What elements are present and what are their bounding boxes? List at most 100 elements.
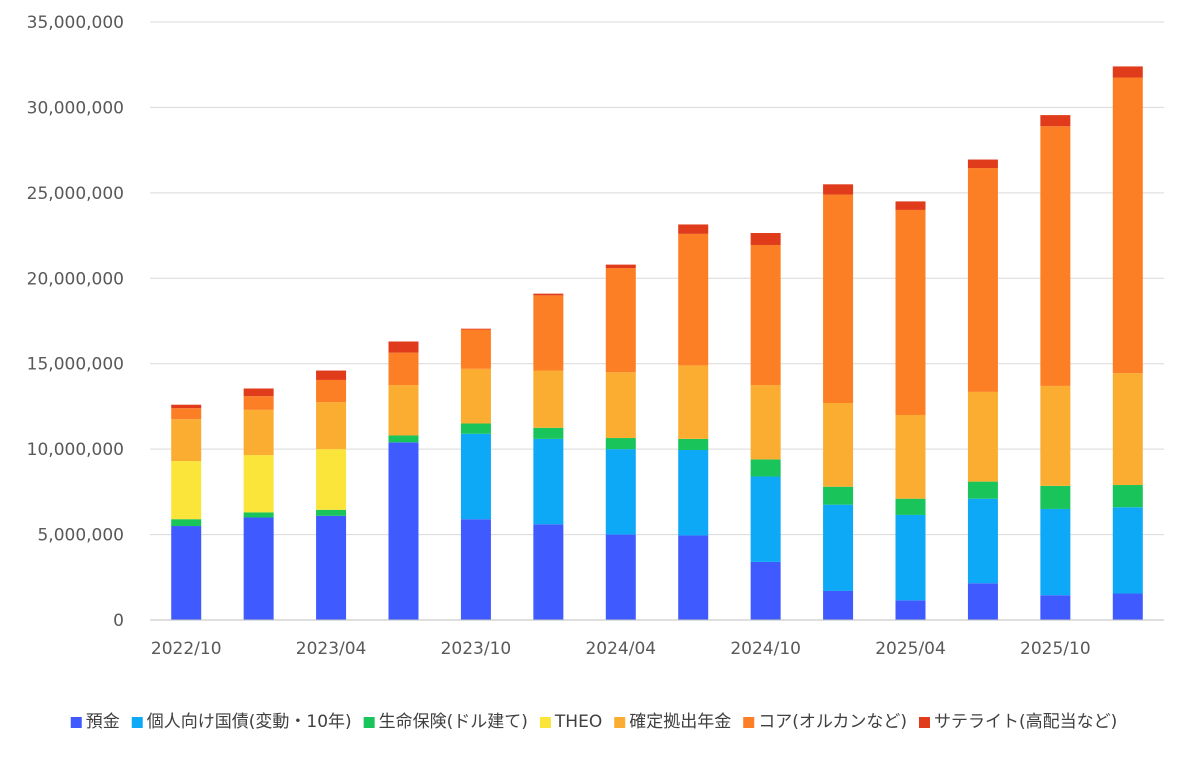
legend-label: 預金	[86, 712, 120, 732]
bar-segment	[967, 159, 998, 169]
legend-item: コア(オルカンなど)	[743, 712, 907, 732]
bar-segment	[823, 590, 854, 620]
bar-segment	[1040, 115, 1071, 127]
bar-segment	[460, 328, 491, 330]
bar-segment	[895, 514, 926, 601]
bar-segment	[895, 414, 926, 499]
bar-segment	[823, 194, 854, 404]
bar-segment	[533, 438, 564, 525]
bar-segment	[750, 233, 781, 245]
bar-segment	[316, 449, 347, 510]
x-tick-label: 2024/10	[730, 639, 801, 659]
bar-segment	[895, 209, 926, 415]
bar-segment	[533, 293, 564, 296]
bar-segment	[750, 459, 781, 477]
legend-label: コア(オルカンなど)	[758, 712, 907, 732]
bar-segment	[605, 268, 636, 373]
gridlines	[150, 21, 1164, 536]
bar-segment	[388, 385, 419, 436]
bar-stack	[605, 264, 636, 620]
legend-label: THEO	[554, 712, 602, 732]
bar-segment	[823, 403, 854, 487]
bar-segment	[460, 519, 491, 620]
legend-item: 確定拠出年金	[614, 712, 731, 732]
legend-item: THEO	[539, 712, 602, 732]
bar-segment	[895, 498, 926, 515]
bar-segment	[171, 461, 202, 520]
bar-segment	[678, 365, 709, 439]
bar-stack	[967, 159, 998, 620]
bar-stack	[316, 370, 347, 620]
x-tick-label: 2025/04	[875, 639, 946, 659]
x-tick-label: 2023/04	[296, 639, 367, 659]
bar-segment	[895, 201, 926, 210]
y-axis-tick-labels: 0 5,000,000 10,000,000 15,000,000 20,000,000…	[27, 13, 124, 631]
legend-item: サテライト(高配当など)	[918, 712, 1117, 732]
legend-label: 個人向け国債(変動・10年)	[147, 712, 352, 732]
bar-segment	[171, 526, 202, 620]
x-tick-label: 2023/10	[441, 639, 512, 659]
bar-segment	[678, 535, 709, 620]
legend-swatch	[363, 717, 375, 728]
bar-segment	[750, 561, 781, 620]
bar-segment	[316, 370, 347, 380]
bar-segment	[605, 264, 636, 269]
bar-segment	[678, 224, 709, 234]
bar-segment	[967, 168, 998, 392]
y-tick-label: 0	[113, 611, 124, 631]
bar-segment	[460, 329, 491, 369]
bar-segment	[823, 486, 854, 505]
bar-segment	[967, 583, 998, 620]
bar-segment	[316, 402, 347, 450]
legend-swatch	[539, 717, 551, 728]
bar-stack	[460, 328, 491, 620]
bar-segment	[171, 519, 202, 527]
bar-segment	[1112, 485, 1143, 508]
bar-segment	[171, 419, 202, 462]
bar-segment	[243, 396, 274, 410]
bar-segment	[316, 515, 347, 620]
bar-segment	[243, 409, 274, 456]
bar-segment	[1112, 66, 1143, 78]
bar-segment	[316, 379, 347, 403]
bar-stack	[243, 388, 274, 620]
bar-segment	[533, 370, 564, 428]
legend-swatch	[743, 717, 755, 728]
bar-segment	[678, 438, 709, 450]
bar-segment	[678, 233, 709, 366]
y-tick-label: 30,000,000	[27, 98, 124, 118]
bar-stacks	[171, 66, 1143, 620]
bar-segment	[967, 498, 998, 584]
bar-segment	[533, 524, 564, 620]
x-tick-label: 2025/10	[1020, 639, 1091, 659]
bar-segment	[750, 476, 781, 562]
legend-swatch	[70, 717, 82, 728]
bar-segment	[605, 534, 636, 620]
bar-segment	[1040, 595, 1071, 620]
x-tick-label: 2024/04	[585, 639, 656, 659]
bar-segment	[1040, 485, 1071, 509]
legend-item: 預金	[70, 712, 120, 732]
bar-stack	[533, 293, 564, 620]
bar-segment	[171, 408, 202, 420]
bar-segment	[243, 388, 274, 397]
bar-segment	[1040, 126, 1071, 386]
bar-stack	[823, 184, 854, 620]
bar-segment	[967, 391, 998, 482]
bar-segment	[750, 385, 781, 460]
bar-segment	[460, 433, 491, 520]
bar-segment	[388, 352, 419, 386]
legend-swatch	[131, 717, 143, 728]
bar-segment	[388, 442, 419, 620]
bar-segment	[533, 427, 564, 439]
legend-label: 確定拠出年金	[629, 712, 731, 732]
bar-segment	[823, 184, 854, 195]
bar-segment	[388, 341, 419, 353]
bar-segment	[678, 449, 709, 536]
bar-stack	[678, 224, 709, 620]
x-axis-tick-labels: 2022/10 2023/04 2023/10 2024/04 2024/10 2025/…	[151, 639, 1091, 659]
y-tick-label: 15,000,000	[27, 355, 124, 375]
bar-segment	[1112, 373, 1143, 486]
y-tick-label: 5,000,000	[37, 526, 124, 546]
